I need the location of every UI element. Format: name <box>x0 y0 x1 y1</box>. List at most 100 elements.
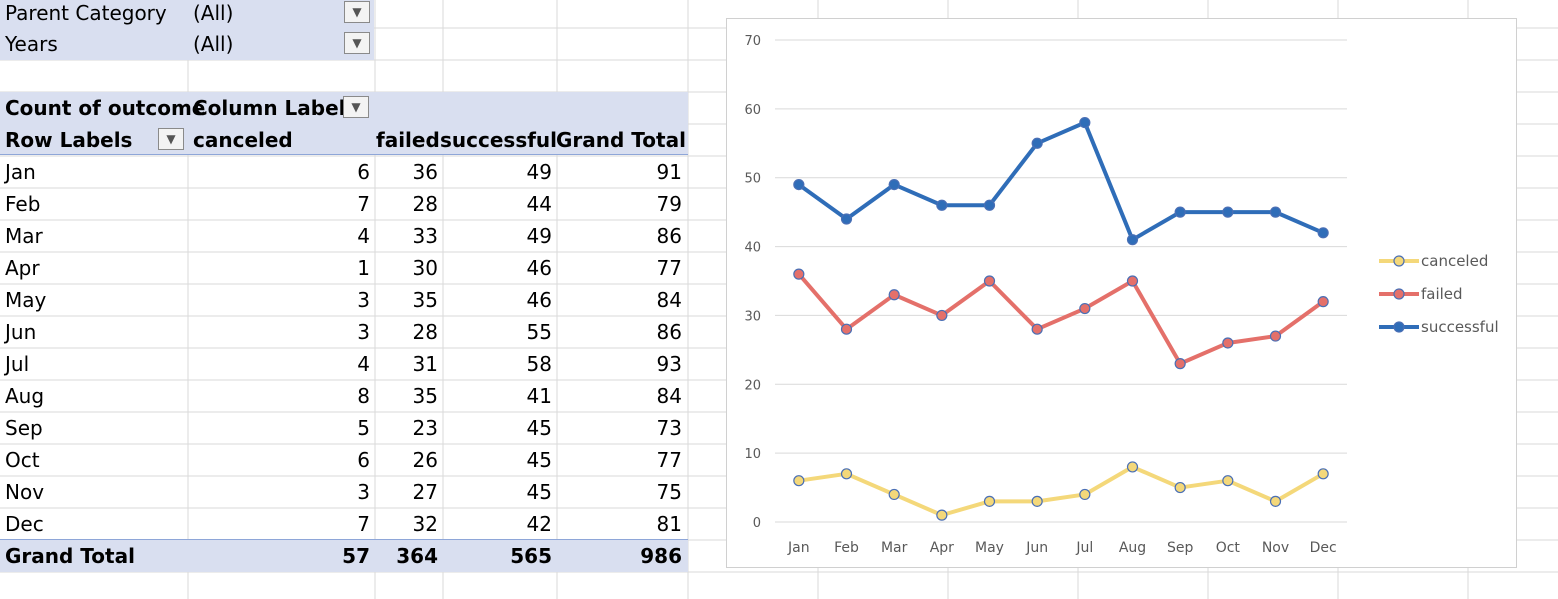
data-point-successful[interactable] <box>793 179 805 191</box>
data-point-canceled[interactable] <box>1126 461 1139 473</box>
data-point-failed[interactable] <box>1031 323 1043 335</box>
cell-successful: 58 <box>526 352 552 376</box>
cell-successful: 46 <box>526 288 552 312</box>
chevron-down-icon: ▼ <box>166 132 176 146</box>
column-filter-button[interactable]: ▼ <box>343 96 369 118</box>
column-header-successful: successful <box>440 128 558 152</box>
row-label: Jul <box>5 352 30 376</box>
y-tick-label: 50 <box>744 172 761 187</box>
chevron-down-icon: ▼ <box>352 36 362 50</box>
data-point-canceled[interactable] <box>1317 468 1329 480</box>
cell-failed: 30 <box>412 256 438 280</box>
data-point-canceled[interactable] <box>840 468 853 480</box>
data-point-successful[interactable] <box>936 199 948 211</box>
cell-failed: 35 <box>412 288 438 312</box>
data-point-canceled[interactable] <box>1174 481 1186 494</box>
data-point-failed[interactable] <box>936 309 948 322</box>
data-point-successful[interactable] <box>888 179 900 191</box>
data-point-canceled[interactable] <box>1031 495 1043 507</box>
x-tick-label: Dec <box>1310 540 1337 556</box>
grand-total-failed: 364 <box>396 544 438 568</box>
data-point-successful[interactable] <box>1222 206 1234 218</box>
cell-grand-total: 86 <box>656 320 682 344</box>
grand-total-overline <box>0 539 688 540</box>
data-point-canceled[interactable] <box>1269 495 1282 507</box>
data-point-failed[interactable] <box>1126 275 1139 287</box>
x-tick-label: Oct <box>1216 540 1241 556</box>
data-point-failed[interactable] <box>840 323 853 335</box>
data-point-successful[interactable] <box>1269 206 1282 218</box>
cell-canceled: 7 <box>357 512 370 536</box>
filter-value: (All) <box>193 1 234 25</box>
cell-successful: 41 <box>526 384 552 408</box>
data-point-canceled[interactable] <box>936 509 948 521</box>
data-point-failed[interactable] <box>793 268 805 280</box>
row-label: Oct <box>5 448 40 472</box>
data-point-failed[interactable] <box>888 289 900 301</box>
x-tick-label: Feb <box>834 540 859 556</box>
data-point-canceled[interactable] <box>1079 488 1091 501</box>
data-point-failed[interactable] <box>1222 337 1234 349</box>
y-tick-label: 60 <box>744 103 761 118</box>
cell-grand-total: 81 <box>656 512 682 536</box>
grand-total-label: Grand Total <box>5 544 135 568</box>
cell-successful: 55 <box>526 320 552 344</box>
data-point-canceled[interactable] <box>983 495 996 507</box>
data-point-canceled[interactable] <box>1222 475 1234 487</box>
data-point-canceled[interactable] <box>888 488 900 501</box>
row-label: Aug <box>5 384 45 408</box>
cell-failed: 32 <box>412 512 438 536</box>
row-label: Mar <box>5 224 43 248</box>
x-tick-label: Nov <box>1262 540 1289 556</box>
series-line-failed[interactable] <box>796 272 1326 366</box>
data-point-failed[interactable] <box>1174 358 1186 370</box>
x-tick-label: Aug <box>1119 540 1146 556</box>
cell-grand-total: 77 <box>656 448 682 472</box>
cell-grand-total: 73 <box>656 416 682 440</box>
y-tick-label: 70 <box>744 34 761 49</box>
filter-dropdown-button[interactable]: ▼ <box>344 1 370 23</box>
row-labels-dropdown-button[interactable]: ▼ <box>158 128 184 150</box>
row-label: Feb <box>5 192 41 216</box>
filter-dropdown-button[interactable]: ▼ <box>344 32 370 54</box>
cell-canceled: 7 <box>357 192 370 216</box>
data-point-canceled[interactable] <box>793 475 805 487</box>
row-label: Jan <box>5 160 36 184</box>
data-point-successful[interactable] <box>1126 234 1139 246</box>
data-point-failed[interactable] <box>1269 330 1282 342</box>
y-tick-label: 10 <box>744 447 761 462</box>
column-header-grand-total: Grand Total <box>556 128 686 152</box>
series-line-successful[interactable] <box>796 120 1326 242</box>
column-header-canceled: canceled <box>193 128 293 152</box>
data-point-failed[interactable] <box>1079 302 1091 315</box>
legend-swatch-marker <box>1393 255 1405 267</box>
cell-successful: 45 <box>526 480 552 504</box>
data-point-successful[interactable] <box>840 213 853 225</box>
line-chart[interactable]: 0 10 20 30 40 50 60 70 Jan Feb Mar Apr May Jun Jul Aug S… <box>726 18 1517 568</box>
legend-label-canceled: canceled <box>1421 252 1488 270</box>
cell-canceled: 4 <box>357 224 370 248</box>
cell-canceled: 1 <box>357 256 370 280</box>
row-label: Apr <box>5 256 40 280</box>
cell-failed: 27 <box>412 480 438 504</box>
series-line-canceled[interactable] <box>796 464 1326 518</box>
cell-successful: 45 <box>526 448 552 472</box>
data-point-successful[interactable] <box>1031 137 1043 149</box>
line-chart-plot: 0 10 20 30 40 50 60 70 Jan Feb Mar Apr May Jun Jul Aug S… <box>744 34 1498 556</box>
pivot-row-labels-header: Row Labels <box>5 128 133 152</box>
data-point-failed[interactable] <box>983 275 996 287</box>
x-tick-label: Sep <box>1167 540 1194 556</box>
cell-grand-total: 93 <box>656 352 682 376</box>
data-point-failed[interactable] <box>1317 296 1329 308</box>
data-point-successful[interactable] <box>983 199 996 211</box>
data-point-successful[interactable] <box>1174 206 1186 218</box>
cell-grand-total: 84 <box>656 384 682 408</box>
cell-successful: 49 <box>526 160 552 184</box>
data-point-successful[interactable] <box>1079 117 1091 129</box>
data-point-successful[interactable] <box>1317 227 1329 239</box>
cell-canceled: 6 <box>357 448 370 472</box>
cell-failed: 31 <box>412 352 438 376</box>
row-label: Jun <box>5 320 37 344</box>
cell-failed: 35 <box>412 384 438 408</box>
y-tick-label: 40 <box>744 241 761 256</box>
